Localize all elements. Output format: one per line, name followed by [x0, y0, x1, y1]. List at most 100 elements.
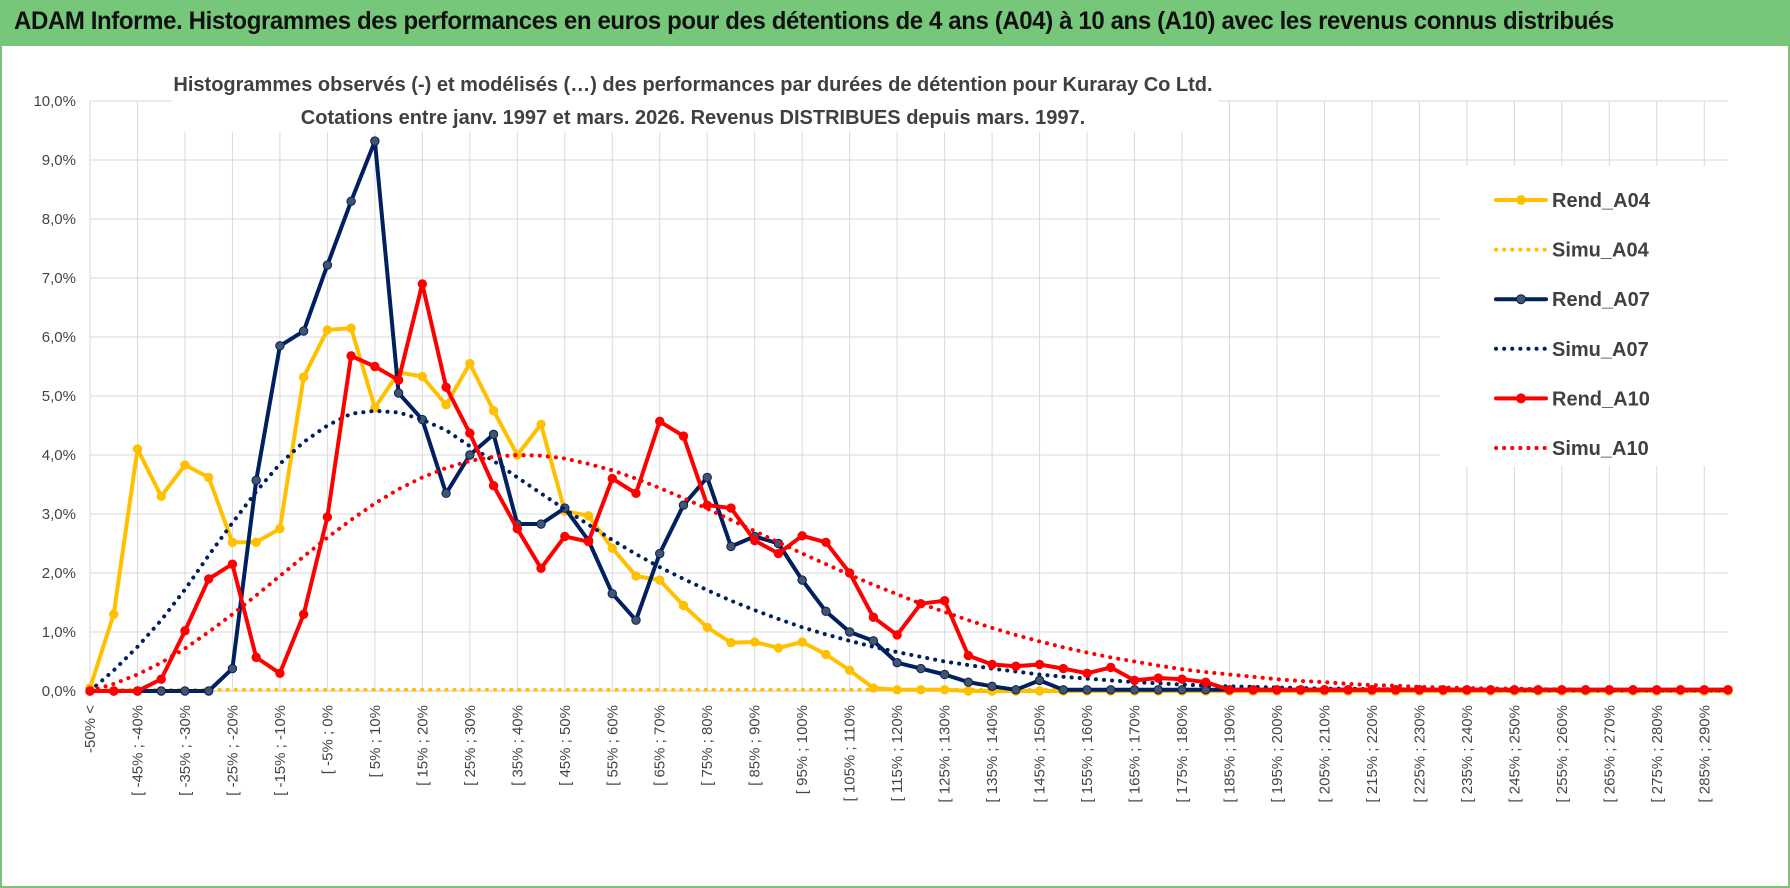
data-point-rend-a07 [322, 260, 333, 270]
data-point-rend-a04 [180, 460, 190, 470]
data-point-rend-a07 [821, 606, 831, 617]
data-point-rend-a10 [203, 574, 214, 584]
data-point-rend-a10 [109, 686, 119, 696]
data-point-rend-a10 [156, 674, 166, 684]
x-tick-label: [ 15% ; 20% [414, 705, 431, 786]
x-tick-label: [ 35% ; 40% [509, 705, 526, 786]
y-tick-label: 8,0% [42, 211, 76, 228]
x-tick-label: [ -5% ; 0% [319, 705, 336, 774]
legend-marker [1516, 294, 1526, 305]
data-point-rend-a04 [132, 444, 143, 454]
data-point-rend-a10 [1248, 685, 1258, 695]
data-point-rend-a07 [393, 388, 404, 398]
data-point-rend-a10 [1034, 659, 1045, 670]
data-point-rend-a10 [1082, 668, 1092, 678]
data-point-rend-a04 [655, 575, 665, 585]
legend-label: Rend_A04 [1552, 190, 1651, 212]
data-point-rend-a04 [678, 600, 689, 611]
x-tick-label: [ 25% ; 30% [462, 705, 479, 786]
data-point-rend-a10 [1343, 685, 1353, 695]
x-tick-label: [ 285% ; 290% [1696, 705, 1713, 803]
y-axis-ticks: 0,0% 1,0% 2,0% 3,0% 4,0% 5,0% 6,0% 7,0% 8,0% 9,0%… [33, 93, 76, 700]
legend-marker [1516, 195, 1526, 205]
data-point-rend-a04 [607, 543, 617, 553]
data-point-rend-a10 [488, 480, 499, 491]
data-point-rend-a10 [1295, 685, 1306, 695]
banner-title: ADAM Informe. Histogrammes des performan… [14, 7, 1614, 35]
x-tick-label: [ 155% ; 160% [1079, 705, 1096, 803]
data-point-rend-a07 [631, 615, 641, 625]
data-point-rend-a10 [227, 559, 238, 569]
data-point-rend-a04 [441, 400, 451, 410]
legend-marker [1516, 393, 1526, 404]
legend-label: Simu_A07 [1552, 339, 1649, 361]
data-point-rend-a10 [536, 563, 546, 573]
data-point-rend-a04 [488, 406, 499, 416]
data-point-rend-a07 [536, 519, 546, 529]
x-tick-label: -50% < [82, 705, 99, 753]
data-point-rend-a07 [275, 341, 285, 351]
data-point-rend-a04 [844, 665, 855, 676]
legend-label: Rend_A07 [1552, 289, 1650, 311]
data-point-rend-a07 [346, 196, 356, 207]
x-tick-label: [ 135% ; 140% [984, 705, 1001, 803]
legend-label: Rend_A10 [1552, 388, 1650, 410]
data-point-rend-a04 [821, 649, 831, 660]
data-point-rend-a04 [536, 419, 546, 430]
data-point-rend-a10 [180, 626, 190, 636]
data-point-rend-a07 [227, 663, 238, 674]
data-point-rend-a07 [702, 472, 712, 483]
data-point-rend-a04 [346, 323, 356, 333]
legend-background [1440, 166, 1740, 466]
data-point-rend-a10 [963, 650, 974, 661]
data-point-rend-a07 [298, 326, 309, 336]
banner: ADAM Informe. Histogrammes des performan… [0, 0, 1790, 46]
data-point-rend-a07 [203, 686, 214, 696]
data-point-rend-a10 [631, 488, 641, 499]
data-point-rend-a10 [346, 351, 356, 361]
data-point-rend-a04 [156, 491, 166, 501]
chart-title-line-2: Cotations entre janv. 1997 et mars. 2026… [301, 107, 1085, 129]
data-point-rend-a07 [892, 657, 902, 668]
data-point-rend-a10 [560, 531, 570, 542]
data-point-rend-a07 [465, 450, 475, 460]
x-tick-label: [ 125% ; 130% [937, 705, 954, 803]
data-point-rend-a07 [156, 686, 166, 696]
data-point-rend-a04 [797, 637, 807, 647]
y-tick-label: 4,0% [42, 447, 76, 464]
series-line-simu-a07 [88, 408, 1730, 693]
y-tick-label: 5,0% [42, 388, 76, 405]
x-tick-label: [ 45% ; 50% [557, 705, 574, 786]
data-point-rend-a10 [1272, 685, 1282, 695]
y-tick-label: 3,0% [42, 506, 76, 523]
data-point-rend-a07 [370, 136, 380, 146]
data-point-rend-a07 [916, 663, 926, 674]
data-point-rend-a10 [1106, 662, 1116, 673]
data-point-rend-a07 [987, 681, 997, 691]
data-point-rend-a10 [726, 503, 736, 513]
x-tick-label: [ 275% ; 280% [1649, 705, 1666, 803]
data-point-rend-a10 [1390, 685, 1401, 695]
data-point-rend-a10 [868, 612, 879, 622]
data-point-rend-a04 [749, 637, 760, 647]
y-tick-label: 10,0% [33, 93, 76, 110]
data-point-rend-a04 [465, 358, 475, 369]
x-tick-label: [ 115% ; 120% [889, 705, 906, 801]
y-tick-label: 7,0% [42, 270, 76, 287]
x-tick-label: [ 255% ; 260% [1554, 705, 1571, 803]
data-point-rend-a10 [797, 531, 807, 541]
legend-label: Simu_A10 [1552, 438, 1649, 460]
data-point-rend-a10 [749, 535, 760, 546]
data-point-rend-a10 [465, 428, 475, 438]
x-tick-label: [ -15% ; -10% [272, 705, 289, 796]
x-tick-label: [ 175% ; 180% [1174, 705, 1191, 803]
data-point-rend-a10 [655, 416, 665, 427]
x-tick-label: [ -35% ; -30% [177, 705, 194, 796]
data-point-rend-a07 [678, 500, 689, 510]
data-point-rend-a10 [607, 473, 617, 484]
data-point-rend-a07 [488, 429, 499, 440]
series-layer [85, 136, 1733, 696]
data-point-rend-a04 [631, 571, 641, 581]
data-point-rend-a07 [1058, 685, 1069, 695]
data-point-rend-a10 [393, 375, 404, 385]
